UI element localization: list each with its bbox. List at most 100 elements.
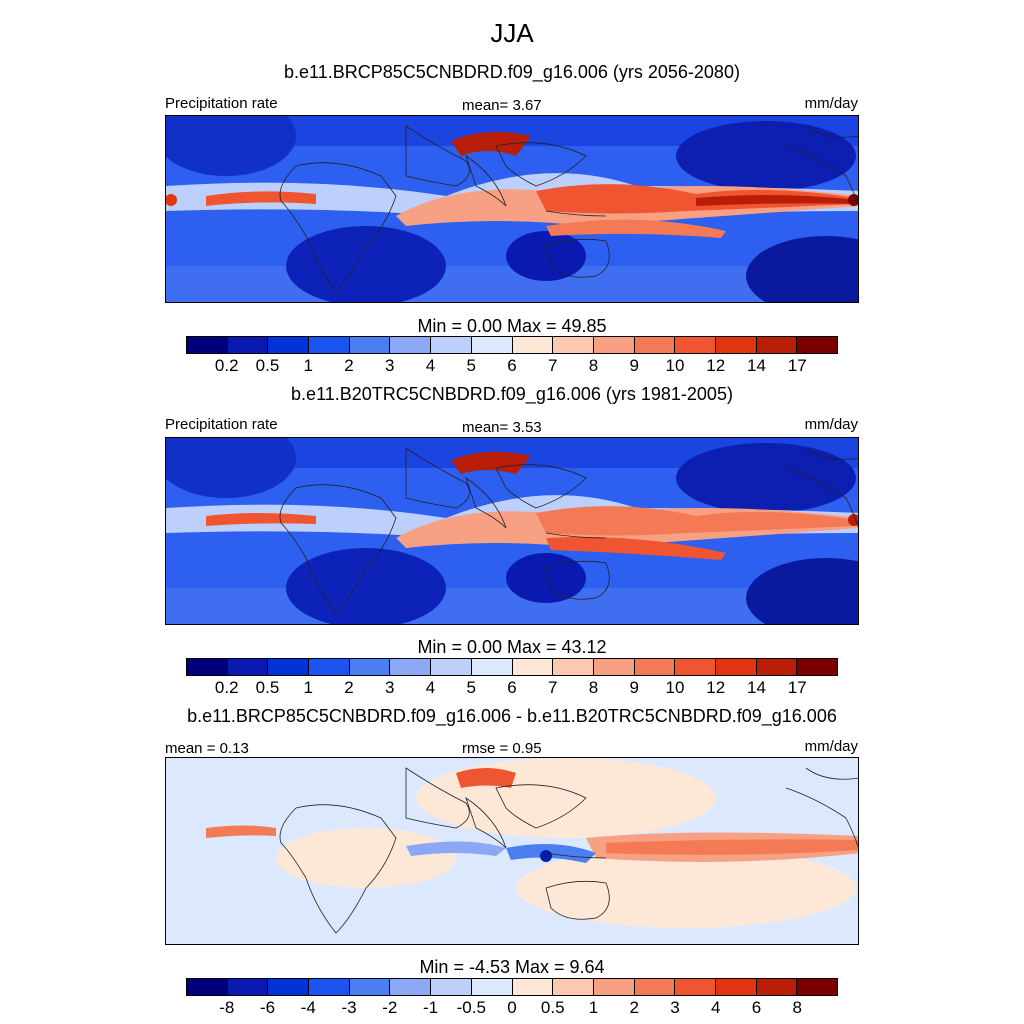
colorbar-bin (553, 337, 594, 353)
colorbar-bin (715, 337, 757, 353)
colorbar-tick-label: 5 (466, 678, 476, 697)
colorbar-bin (675, 337, 716, 353)
panel-3-colorbar (186, 978, 838, 996)
colorbar-bin (309, 659, 350, 675)
panel-3-units: mm/day (804, 738, 858, 755)
colorbar-tick-label: -1 (422, 998, 439, 1017)
panel-2-colorbar-ticks: 0.2 0.5 1 2 3 4 5 6 7 8 9 10 12 14 17 (186, 678, 838, 698)
colorbar-bin (349, 979, 391, 995)
colorbar-tick-label: 4 (711, 998, 721, 1017)
colorbar-bin (797, 337, 837, 353)
colorbar-tick-label: 17 (787, 356, 807, 375)
colorbar-bin (431, 979, 472, 995)
colorbar-tick-label: 14 (747, 356, 766, 375)
colorbar-bin (227, 979, 269, 995)
colorbar-tick-label: 9 (629, 678, 639, 697)
panel-2-variable-label: Precipitation rate (165, 416, 278, 433)
colorbar-tick-label: 7 (548, 356, 558, 375)
colorbar-bin (756, 659, 798, 675)
colorbar-bin (512, 337, 554, 353)
colorbar-tick-label: 12 (706, 356, 726, 375)
colorbar-bin (593, 979, 635, 995)
panel-1-precip-map (165, 115, 859, 303)
panel-2-subtitle: b.e11.B20TRC5CNBDRD.f09_g16.006 (yrs 198… (291, 384, 733, 404)
panel-1-subtitle: b.e11.BRCP85C5CNBDRD.f09_g16.006 (yrs 20… (284, 62, 740, 82)
colorbar-bin (634, 337, 676, 353)
panel-2-precip-map (165, 437, 859, 625)
colorbar-bin (756, 979, 798, 995)
colorbar-tick-label: -4 (300, 998, 316, 1017)
colorbar-tick-label: 3 (670, 998, 680, 1017)
colorbar-bin (634, 659, 676, 675)
colorbar-bin (715, 659, 757, 675)
colorbar-bin (797, 979, 837, 995)
panel-3-mean-label: mean = 0.13 (165, 740, 249, 757)
colorbar-tick-label: 7 (548, 678, 558, 697)
panel-3-map-svg (166, 758, 858, 944)
colorbar-bin (553, 979, 594, 995)
colorbar-tick-label: 17 (787, 678, 807, 697)
colorbar-tick-label: 3 (385, 678, 395, 697)
colorbar-tick-label: 0.5 (255, 678, 280, 697)
colorbar-bin (390, 979, 432, 995)
colorbar-tick-label: 12 (706, 678, 726, 697)
colorbar-tick-label: -0.5 (456, 998, 486, 1017)
colorbar-tick-label: 10 (665, 356, 685, 375)
colorbar-bin (593, 337, 635, 353)
colorbar-tick-label: 0.5 (255, 356, 280, 375)
panel-3-minmax: Min = -4.53 Max = 9.64 (419, 957, 605, 977)
colorbar-bin (553, 659, 594, 675)
colorbar-tick-label: 2 (344, 678, 354, 697)
colorbar-tick-label: -3 (341, 998, 357, 1017)
colorbar-tick-label: 6 (751, 998, 762, 1017)
colorbar-bin (797, 659, 837, 675)
colorbar-bin (675, 979, 716, 995)
colorbar-bin (187, 979, 228, 995)
colorbar-tick-label: 14 (747, 678, 766, 697)
colorbar-tick-label: 6 (507, 678, 517, 697)
colorbar-bin (715, 979, 757, 995)
colorbar-tick-label: -8 (219, 998, 235, 1017)
panel-2-mean-label: mean= 3.53 (462, 419, 542, 436)
panel-1-map-svg (166, 116, 858, 302)
colorbar-tick-label: 8 (588, 356, 599, 375)
colorbar-bin (431, 337, 472, 353)
colorbar-tick-label: -6 (259, 998, 276, 1017)
colorbar-bin (431, 659, 472, 675)
colorbar-bin (268, 659, 310, 675)
colorbar-tick-label: 2 (344, 356, 354, 375)
panel-2-colorbar (186, 658, 838, 676)
panel-2-map-svg (166, 438, 858, 624)
panel-1-units: mm/day (804, 95, 858, 112)
colorbar-bin (309, 979, 350, 995)
colorbar-bin (512, 979, 554, 995)
colorbar-tick-label: 0 (507, 998, 517, 1017)
panel-3-rmse-label: rmse = 0.95 (462, 740, 542, 757)
colorbar-bin (349, 659, 391, 675)
colorbar-bin (349, 337, 391, 353)
colorbar-bin (756, 337, 798, 353)
panel-1-colorbar (186, 336, 838, 354)
colorbar-bin (268, 337, 310, 353)
colorbar-bin (675, 659, 716, 675)
panel-2-units: mm/day (804, 416, 858, 433)
colorbar-tick-label: 4 (425, 356, 436, 375)
colorbar-bin (390, 659, 432, 675)
colorbar-tick-label: 1 (303, 678, 313, 697)
colorbar-tick-label: 6 (507, 356, 517, 375)
colorbar-tick-label: 5 (466, 356, 476, 375)
figure-title: JJA (490, 18, 534, 48)
colorbar-bin (227, 337, 269, 353)
panel-1-variable-label: Precipitation rate (165, 95, 278, 112)
colorbar-bin (512, 659, 554, 675)
colorbar-tick-label: 9 (629, 356, 639, 375)
colorbar-tick-label: 1 (303, 356, 313, 375)
colorbar-bin (187, 659, 228, 675)
colorbar-bin (390, 337, 432, 353)
panel-1-minmax: Min = 0.00 Max = 49.85 (417, 316, 607, 336)
colorbar-tick-label: 0.2 (214, 678, 239, 697)
colorbar-tick-label: -2 (382, 998, 398, 1017)
colorbar-tick-label: 4 (425, 678, 436, 697)
panel-3-colorbar-ticks: -8 -6 -4 -3 -2 -1 -0.5 0 0.5 1 2 3 4 6 8 (186, 998, 838, 1018)
colorbar-bin (593, 659, 635, 675)
